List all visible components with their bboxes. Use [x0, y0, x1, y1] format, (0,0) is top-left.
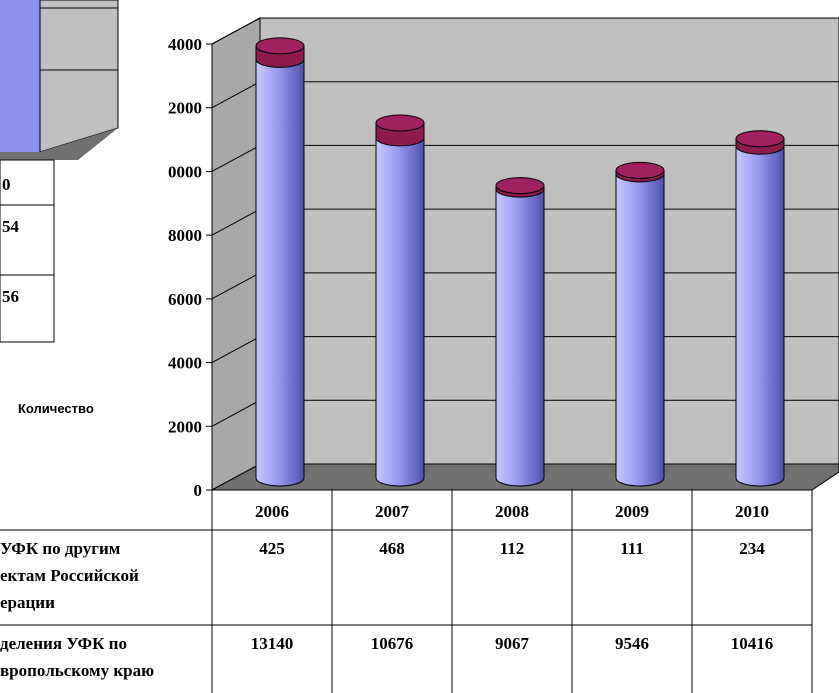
- data-label: 10416: [731, 634, 774, 653]
- data-label: 9067: [495, 634, 530, 653]
- partial-table-value: 56: [2, 287, 19, 306]
- y-tick-label: 4000: [168, 354, 202, 373]
- series-name: деления УФК по: [0, 634, 127, 653]
- gridline-side: [211, 144, 261, 172]
- bar-top: [735, 130, 785, 148]
- bar-top: [615, 161, 665, 179]
- y-tick-label: 0000: [168, 162, 202, 181]
- data-label: 9546: [615, 634, 649, 653]
- partial-table-value: 54: [2, 217, 20, 236]
- data-label: 468: [379, 539, 405, 558]
- gridline-side: [211, 17, 261, 45]
- bar-body: [615, 173, 665, 487]
- bar-top: [495, 177, 545, 195]
- data-label: 234: [739, 539, 765, 558]
- x-tick-label: 2009: [615, 502, 649, 521]
- bar-body: [375, 137, 425, 487]
- gridline-side: [211, 399, 261, 427]
- data-label: 112: [500, 539, 525, 558]
- bar-2010: [735, 130, 785, 487]
- y-tick-label: 4000: [168, 35, 202, 54]
- bar-body: [255, 58, 305, 487]
- bar-2009: [615, 161, 665, 487]
- data-label: 10676: [371, 634, 414, 653]
- y-tick-label: 2000: [168, 99, 202, 118]
- y-tick-label: 6000: [168, 290, 202, 309]
- series-name: ектам Российской: [0, 566, 139, 585]
- bars: [255, 37, 785, 487]
- data-label: 425: [259, 539, 285, 558]
- x-tick-label: 2008: [495, 502, 529, 521]
- partial-table-value: 0: [2, 175, 11, 194]
- bar-top: [255, 37, 305, 55]
- gridline-side: [211, 208, 261, 236]
- y-axis-label: Количество: [18, 401, 94, 416]
- x-tick-label: 2010: [735, 502, 769, 521]
- partial-left-chart: 0 54 56: [0, 0, 119, 343]
- y-tick-label: 2000: [168, 417, 202, 436]
- bar-top: [375, 114, 425, 132]
- data-label: 111: [620, 539, 644, 558]
- x-tick-label: 2007: [375, 502, 410, 521]
- series-name: ерации: [0, 593, 55, 612]
- gridline-side: [211, 272, 261, 300]
- bar-body: [735, 145, 785, 487]
- series-name: УФК по другим: [0, 539, 121, 558]
- gridline-side: [211, 81, 261, 109]
- y-tick-labels: 0 2000 4000 6000 8000 0000 2000 4000: [168, 35, 202, 500]
- gridline-side: [211, 336, 261, 364]
- bar-2007: [375, 114, 425, 487]
- side-wall: [211, 17, 261, 491]
- y-tick-label: 0: [194, 481, 203, 500]
- data-table: 2006 2007 2008 2009 2010 УФК по другим ектам Р…: [0, 489, 813, 693]
- x-tick-label: 2006: [255, 502, 289, 521]
- y-tick-label: 8000: [168, 226, 202, 245]
- bar-2008: [495, 177, 545, 487]
- data-label: 13140: [251, 634, 294, 653]
- bar-2006: [255, 37, 305, 487]
- bar-body: [495, 188, 545, 487]
- series-name: вропольскому краю: [0, 661, 154, 680]
